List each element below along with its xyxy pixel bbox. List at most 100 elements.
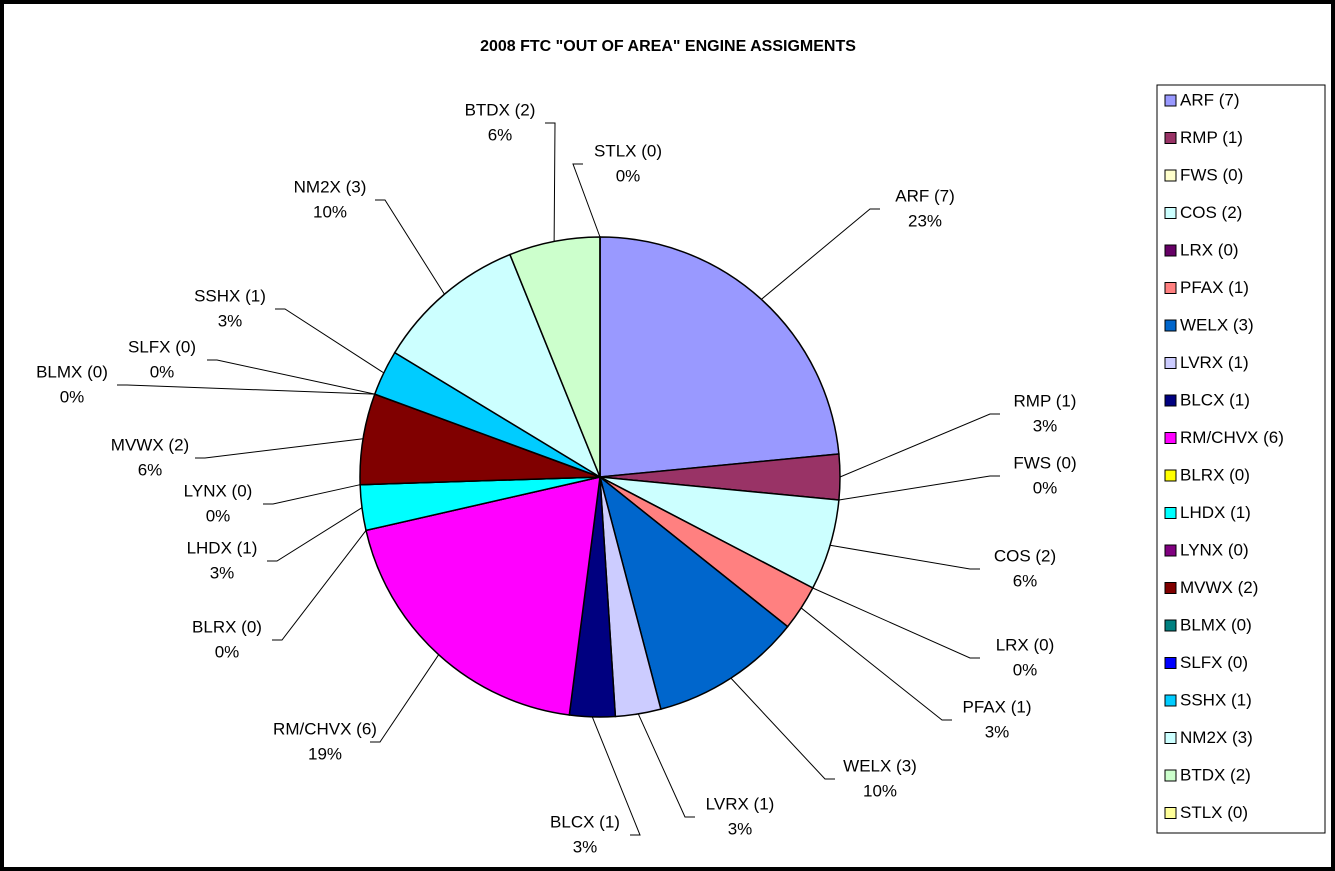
slice-value-label: 3% — [728, 819, 753, 838]
legend-label: BLRX (0) — [1180, 465, 1250, 484]
legend-label: STLX (0) — [1180, 803, 1248, 822]
legend-swatch — [1164, 619, 1177, 632]
legend-swatch — [1164, 507, 1177, 519]
legend-swatch — [1164, 94, 1177, 107]
slice-label: SSHX (1) — [194, 286, 266, 305]
slice-value-label: 0% — [206, 506, 231, 525]
legend-swatch — [1164, 732, 1177, 744]
slice-value-label: 0% — [215, 642, 240, 661]
leader-line — [370, 654, 440, 743]
slice-value-label: 23% — [908, 211, 942, 230]
slice-label: RMP (1) — [1014, 391, 1077, 410]
pie-slice — [599, 236, 840, 478]
slice-label: MVWX (2) — [111, 435, 189, 454]
legend-swatch — [1164, 544, 1177, 557]
legend-label: FWS (0) — [1180, 165, 1243, 184]
slice-label: COS (2) — [994, 546, 1056, 565]
legend-swatch — [1164, 807, 1177, 819]
slice-value-label: 19% — [308, 744, 342, 763]
legend-label: SLFX (0) — [1180, 653, 1248, 672]
legend-label: WELX (3) — [1180, 315, 1254, 334]
legend-swatch — [1164, 769, 1177, 782]
legend-swatch — [1164, 132, 1177, 144]
legend-box — [1156, 84, 1326, 834]
leader-line — [545, 122, 556, 242]
slice-label: NM2X (3) — [294, 177, 367, 196]
pie-slice — [393, 253, 602, 479]
legend-label: BTDX (2) — [1180, 765, 1251, 784]
leader-line — [195, 438, 364, 459]
legend-label: PFAX (1) — [1180, 278, 1249, 297]
slice-label: WELX (3) — [843, 756, 917, 775]
slice-value-label: 6% — [1013, 571, 1038, 590]
leader-line — [272, 530, 367, 641]
slice-value-label: 6% — [488, 125, 513, 144]
legend-label: LHDX (1) — [1180, 503, 1251, 522]
leader-line — [267, 507, 363, 562]
slice-label: ARF (7) — [895, 186, 955, 205]
leader-line — [117, 384, 375, 395]
legend-label: LRX (0) — [1180, 240, 1239, 259]
slice-label: STLX (0) — [594, 141, 662, 160]
chart-title: 2008 FTC "OUT OF AREA" ENGINE ASSIGMENTS — [480, 38, 856, 55]
slice-value-label: 10% — [863, 781, 897, 800]
legend-swatch — [1164, 582, 1177, 594]
slice-label: PFAX (1) — [963, 697, 1032, 716]
slice-value-label: 0% — [616, 166, 641, 185]
legend-swatch — [1164, 432, 1177, 444]
legend-swatch — [1164, 394, 1177, 407]
slice-value-label: 3% — [218, 311, 243, 330]
slice-value-label: 10% — [313, 202, 347, 221]
legend-label: LVRX (1) — [1180, 353, 1249, 372]
leader-line — [761, 208, 880, 300]
legend-swatch — [1164, 169, 1177, 182]
slice-label: LHDX (1) — [187, 538, 258, 557]
slice-value-label: 3% — [1033, 416, 1058, 435]
leader-line — [838, 475, 1000, 501]
slice-label: BLMX (0) — [36, 362, 108, 381]
slice-label: BTDX (2) — [465, 100, 536, 119]
slice-label: BLRX (0) — [192, 617, 262, 636]
slice-label: RM/CHVX (6) — [273, 719, 377, 738]
slice-value-label: 0% — [150, 362, 175, 381]
leader-line — [375, 199, 445, 295]
legend-label: RMP (1) — [1180, 128, 1243, 147]
pie-slice — [365, 476, 601, 716]
legend-swatch — [1164, 244, 1177, 257]
leader-line — [207, 359, 375, 395]
leader-line — [839, 413, 1000, 478]
slice-label: LYNX (0) — [184, 481, 253, 500]
slice-value-label: 3% — [210, 563, 235, 582]
leader-line — [800, 607, 952, 721]
leader-line — [730, 677, 835, 780]
leader-line — [829, 544, 980, 570]
slice-value-label: 3% — [573, 837, 598, 856]
leader-line — [591, 716, 641, 836]
legend-label: LYNX (0) — [1180, 540, 1249, 559]
legend-swatch — [1164, 657, 1177, 669]
leader-line — [263, 484, 361, 505]
slice-label: SLFX (0) — [128, 337, 196, 356]
leader-line — [275, 308, 385, 374]
legend-label: ARF (7) — [1180, 90, 1240, 109]
slice-label: LVRX (1) — [706, 794, 775, 813]
legend-swatch — [1164, 694, 1177, 707]
legend-swatch — [1164, 469, 1177, 482]
legend-label: MVWX (2) — [1180, 578, 1258, 597]
slice-label: LRX (0) — [996, 635, 1055, 654]
legend-swatch — [1164, 319, 1177, 332]
legend-swatch — [1164, 282, 1177, 294]
leader-line — [637, 713, 695, 818]
legend-swatch — [1164, 207, 1177, 219]
leader-line — [572, 163, 601, 238]
slice-label: FWS (0) — [1013, 453, 1076, 472]
slice-value-label: 6% — [138, 460, 163, 479]
slice-label: BLCX (1) — [550, 812, 620, 831]
legend-label: RM/CHVX (6) — [1180, 428, 1284, 447]
slice-value-label: 3% — [985, 722, 1010, 741]
legend-swatch — [1164, 357, 1177, 369]
legend-label: NM2X (3) — [1180, 728, 1253, 747]
legend-label: COS (2) — [1180, 203, 1242, 222]
